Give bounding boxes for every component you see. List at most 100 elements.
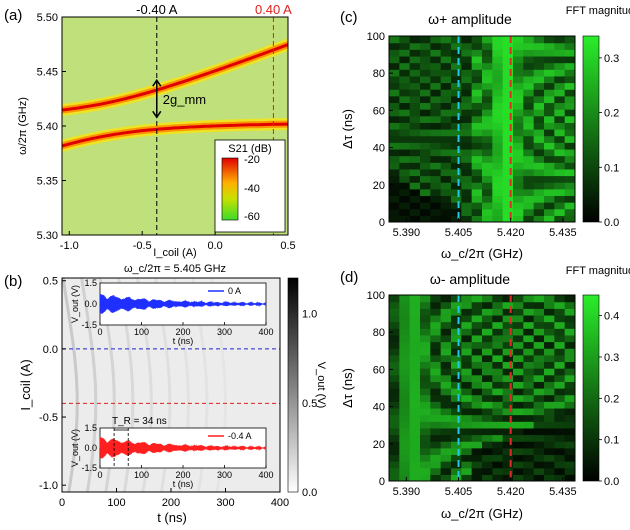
d-heat-cell — [554, 348, 566, 356]
c-heat-cell — [564, 109, 575, 117]
d-heat-cell — [533, 334, 545, 343]
c-heat-cell — [492, 155, 504, 163]
c-heat-cell — [513, 129, 524, 137]
c-heat-cell — [564, 215, 575, 222]
c-heat-cell — [409, 155, 421, 163]
d-heat-cell — [533, 447, 545, 456]
d-heat-cell — [564, 374, 575, 382]
d-heat-cell — [544, 308, 555, 316]
d-heat-cell — [461, 368, 473, 376]
d-heat-cell — [564, 434, 575, 442]
c-heat-cell — [533, 155, 545, 163]
c-heat-cell — [409, 135, 421, 143]
d-heat-cell — [554, 427, 566, 436]
d-heat-cell — [440, 341, 452, 349]
c-heat-cell — [389, 49, 400, 57]
c-heat-cell — [523, 115, 535, 123]
c-heat-cell — [502, 215, 514, 222]
c-heat-cell — [513, 109, 524, 117]
d-heat-cell — [420, 381, 431, 389]
c-heat-cell — [440, 202, 452, 210]
d-heat-cell — [554, 334, 566, 343]
c-heat-cell — [482, 142, 493, 150]
d-heat-cell — [409, 314, 421, 323]
d-heat-cell — [389, 328, 400, 336]
c-heat-cell — [482, 69, 493, 77]
c-heat-cell — [492, 129, 504, 137]
d-heat-cell — [440, 407, 452, 416]
c-heat-cell — [389, 148, 400, 157]
c-heat-cell — [564, 182, 575, 190]
c-heat-cell — [502, 75, 514, 84]
d-heat-cell — [554, 447, 566, 456]
d-heat-cell — [420, 308, 431, 316]
d-heat-cell — [430, 474, 442, 481]
d-heat-cell — [523, 401, 535, 409]
c-heat-cell — [523, 55, 535, 64]
d-heat-cell — [523, 394, 535, 402]
d-heat-cell — [399, 381, 411, 389]
c-heat-cell — [420, 122, 431, 130]
d-heat-cell — [523, 334, 535, 343]
panel-b-x-tick-label: 400 — [271, 497, 289, 509]
c-heat-cell — [420, 89, 431, 97]
d-heat-cell — [440, 308, 452, 316]
c-heat-cell — [513, 82, 524, 90]
d-heat-cell — [523, 368, 535, 376]
d-heat-cell — [399, 321, 411, 329]
c-heat-cell — [564, 175, 575, 183]
panel-c-x-ticks: 5.390 5.405 5.420 5.435 — [393, 218, 577, 239]
panel-a-upper-branch — [62, 43, 288, 112]
c-heat-cell — [430, 55, 442, 64]
c-heat-cell — [389, 109, 400, 117]
panel-a-x-tick-label: -0.5 — [133, 240, 152, 252]
d-heat-cell — [544, 401, 555, 409]
c-heat-cell — [544, 208, 555, 216]
c-heat-cell — [513, 155, 524, 163]
d-heat-cell — [523, 301, 535, 309]
d-heat-cell — [533, 461, 545, 469]
panel-d-x-tick-label: 5.435 — [549, 486, 577, 498]
d-heat-cell — [399, 361, 411, 369]
panel-c-colorbar-tick: 0.0 — [604, 217, 619, 229]
c-heat-cell — [471, 115, 483, 123]
c-heat-cell — [502, 49, 514, 57]
c-heat-cell — [544, 69, 555, 77]
panel-d-ylabel: Δτ (ns) — [340, 368, 355, 408]
d-heat-cell — [420, 368, 431, 376]
panel-b-inset: 0 100 200 300 400 1.5 0.0 -1.5 t (ns) V_out (V) 0 … — [70, 278, 274, 346]
d-heat-cell — [482, 467, 493, 475]
c-heat-cell — [409, 49, 421, 57]
c-heat-cell — [513, 102, 524, 110]
c-heat-cell — [492, 82, 504, 90]
c-heat-cell — [554, 42, 566, 50]
d-heat-cell — [533, 434, 545, 442]
c-heat-cell — [440, 215, 452, 222]
c-heat-cell — [482, 36, 493, 44]
c-heat-cell — [440, 142, 452, 150]
d-heat-cell — [409, 407, 421, 416]
c-heat-cell — [399, 148, 411, 157]
c-heat-cell — [471, 215, 483, 222]
panel-b-inset-trace — [99, 437, 267, 459]
d-heat-cell — [420, 295, 431, 303]
c-heat-cell — [430, 49, 442, 57]
c-heat-cell — [451, 75, 462, 84]
d-heat-cell — [471, 394, 483, 402]
c-heat-cell — [399, 102, 411, 110]
c-heat-cell — [482, 202, 493, 210]
c-heat-cell — [409, 142, 421, 150]
c-heat-cell — [544, 195, 555, 203]
c-heat-cell — [533, 182, 545, 190]
c-heat-cell — [471, 42, 483, 50]
c-heat-cell — [502, 155, 514, 163]
panel-b-colorbar: 0.0 0.5 1.0 V_out (V) — [287, 277, 327, 499]
panel-b-inset-x-tick-label: 300 — [217, 327, 232, 337]
c-heat-cell — [533, 95, 545, 104]
c-heat-cell — [482, 208, 493, 216]
panel-d-colorbar-tick: 0.3 — [604, 352, 619, 364]
c-heat-cell — [502, 168, 514, 177]
d-heat-cell — [564, 401, 575, 409]
c-heat-cell — [420, 75, 431, 84]
c-heat-cell — [430, 75, 442, 84]
